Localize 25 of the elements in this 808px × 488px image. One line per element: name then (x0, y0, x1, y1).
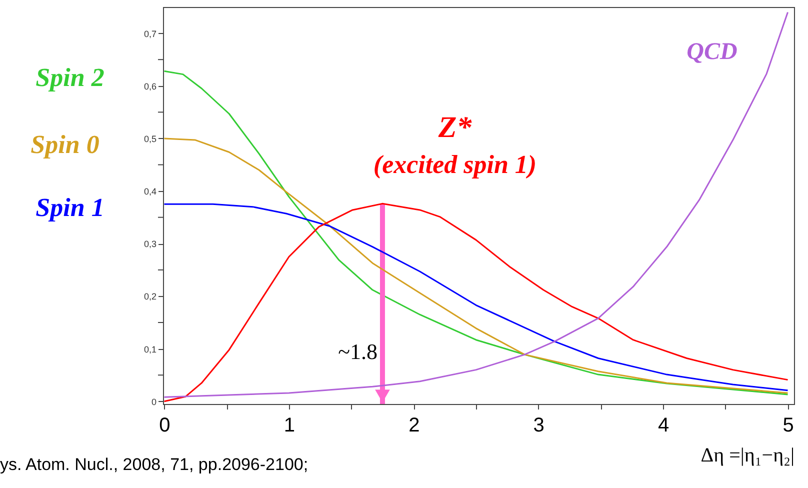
text: ys. Atom. Nucl., 2008, 71, pp.2096-2100; (0, 455, 308, 474)
y-tick-label: 0,3 (144, 239, 156, 250)
line-series (163, 12, 789, 398)
y-tick-label: 0,5 (144, 134, 156, 144)
y-tick-label: 0 (151, 396, 156, 407)
text: Spin 0 (30, 130, 100, 159)
x-tick-label: 5 (782, 414, 794, 436)
x-tick-label: 3 (533, 414, 544, 436)
text: Spin 2 (36, 63, 104, 92)
x-tick-label: 0 (159, 414, 170, 436)
y-tick-label: 0,4 (144, 186, 156, 197)
x-tick-label: 1 (284, 414, 296, 436)
line-series (163, 138, 789, 394)
series-label: Z* (excited spin 1) (373, 111, 537, 179)
y-tick-label: 0,2 (144, 292, 156, 302)
text: Spin 1 (36, 193, 104, 222)
x-axis-title: Δη =|η₁−η₂| (700, 444, 794, 466)
x-tick-label: 2 (408, 414, 420, 436)
series-label: QCD (686, 39, 738, 65)
y-tick-label: 0,1 (144, 344, 156, 354)
y-tick-label: 0,7 (144, 28, 156, 39)
annotation: ~1.8 (338, 339, 378, 364)
y-tick-label: 0,6 (144, 81, 156, 92)
line-series (163, 70, 789, 396)
x-tick-label: 4 (658, 414, 670, 436)
